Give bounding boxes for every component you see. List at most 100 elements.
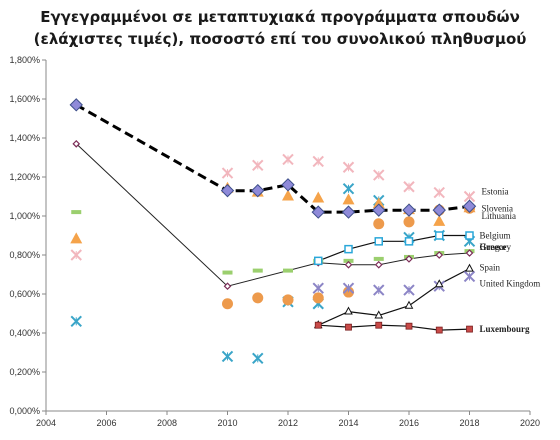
spain-point: [344, 306, 353, 315]
belgium-point: [374, 237, 383, 246]
estonia-point: [282, 153, 294, 166]
unnamed-9-point: [312, 292, 324, 304]
series-label-estonia: Estonia: [482, 187, 509, 197]
x-tick-label: 2004: [36, 418, 56, 428]
slovenia-point: [281, 178, 295, 192]
series-label-spain: Spain: [480, 263, 501, 273]
lithuania-point: [70, 232, 83, 244]
plot-area: 0,000% 0,200% 0,400% 0,600% 0,800% 1,000% 1,20…: [9, 55, 540, 428]
chart-title-line-2: (ελάχιστες τιμές), ποσοστό επί του συνολ…: [34, 30, 527, 48]
belgium-point: [465, 231, 474, 240]
united-kingdom-point: [312, 282, 324, 294]
greece-point: [405, 255, 413, 263]
slovenia-point: [220, 183, 235, 198]
unnamed-9-point: [222, 298, 233, 310]
y-tick-label: 1,400%: [9, 133, 40, 143]
chart-title-line-1: Εγγεγραμμένοι σε μεταπτυχιακά προγράμματ…: [40, 8, 520, 26]
estonia-point: [342, 161, 355, 173]
y-tick-label: 0,000%: [9, 406, 40, 416]
estonia-point: [312, 155, 324, 168]
series-label-united-kingdom: United Kingdom: [480, 278, 541, 288]
luxembourg-point: [435, 326, 443, 334]
united-kingdom-point: [373, 284, 385, 296]
series-label-greece: Greece: [480, 242, 507, 252]
luxembourg-point: [375, 321, 383, 329]
spain-point: [374, 310, 384, 319]
slovenia-point: [462, 199, 477, 213]
slovenia-point: [372, 203, 386, 217]
series-label-hungary: Hungary: [480, 242, 512, 252]
x-tick-label: 2010: [217, 418, 237, 428]
series-label-lithuania: Lithuania: [482, 211, 517, 221]
series-label-luxembourg: Luxembourg: [480, 324, 531, 334]
unnamed-9-point: [403, 216, 415, 228]
x-tick-label: 2012: [278, 418, 298, 428]
estonia-point: [373, 169, 385, 181]
estonia-point: [433, 186, 445, 199]
lithuania-point: [282, 189, 294, 201]
estonia-point: [70, 249, 82, 261]
spain-point: [465, 263, 474, 272]
luxembourg-line: [318, 324, 470, 331]
y-tick-label: 1,200%: [9, 172, 40, 182]
slovenia-point: [341, 205, 356, 219]
greece-line: [75, 143, 470, 287]
greece-point: [72, 140, 81, 148]
belgium-line: [318, 234, 470, 262]
x-tick-label: 2006: [96, 418, 116, 428]
luxembourg-point: [466, 325, 473, 333]
y-tick-label: 0,400%: [9, 328, 40, 338]
slovenia-point: [311, 205, 325, 219]
y-tick-label: 1,800%: [9, 55, 40, 65]
hungary-point: [252, 268, 263, 273]
slovenia-point: [251, 183, 265, 198]
greece-point: [374, 260, 383, 269]
lithuania-point: [433, 214, 446, 226]
unnamed-10-point: [342, 182, 355, 195]
x-tick-label: 2008: [157, 418, 177, 428]
x-tick-label: 2016: [399, 418, 419, 428]
x-tick-label: 2020: [520, 418, 540, 428]
x-tick-label: 2014: [338, 418, 358, 428]
unnamed-9-point: [373, 218, 385, 230]
greece-point: [465, 249, 474, 257]
greece-point: [435, 251, 444, 259]
unnamed-10-point: [252, 352, 264, 365]
y-tick-label: 0,800%: [9, 250, 40, 260]
belgium-point: [435, 231, 444, 240]
slovenia-point: [69, 98, 83, 112]
lithuania-point: [312, 191, 325, 203]
slovenia-line: [75, 103, 470, 214]
belgium-point: [314, 256, 323, 266]
x-tick-label: 2018: [459, 418, 479, 428]
united-kingdom-point: [342, 282, 355, 294]
hungary-point: [373, 256, 384, 261]
hungary-point: [343, 258, 354, 263]
lithuania-point: [342, 193, 355, 205]
luxembourg-point: [405, 322, 413, 330]
lithuania-point: [372, 197, 385, 209]
belgium-point: [344, 244, 353, 254]
hungary-point: [222, 270, 233, 275]
spain-point: [434, 279, 444, 288]
series-label-slovenia: Slovenia: [482, 203, 514, 213]
hungary-point: [283, 268, 293, 273]
hungary-point: [71, 210, 82, 215]
greece-point: [344, 260, 353, 269]
luxembourg-point: [345, 323, 352, 331]
unnamed-9-point: [252, 292, 264, 304]
spain-point: [404, 300, 414, 309]
estonia-point: [221, 167, 234, 179]
y-tick-label: 1,000%: [9, 211, 40, 221]
y-tick-label: 0,200%: [9, 367, 40, 377]
united-kingdom-point: [403, 284, 415, 296]
belgium-point: [404, 237, 414, 246]
series-label-belgium: Belgium: [480, 231, 511, 241]
y-tick-label: 1,600%: [9, 94, 40, 104]
slovenia-point: [402, 203, 416, 217]
estonia-point: [403, 181, 415, 193]
unnamed-10-point: [70, 315, 82, 328]
estonia-point: [463, 190, 476, 203]
